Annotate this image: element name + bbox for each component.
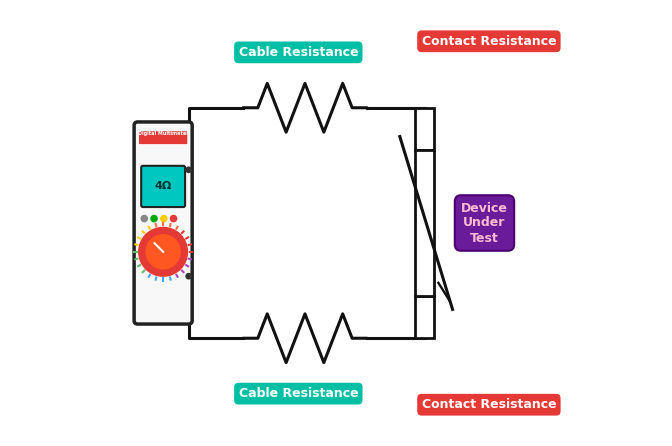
- Bar: [415, 108, 434, 150]
- Text: Digital Multimeter: Digital Multimeter: [138, 131, 188, 136]
- Circle shape: [171, 215, 177, 222]
- Bar: [415, 296, 434, 338]
- Text: Cable Resistance: Cable Resistance: [239, 387, 358, 400]
- Circle shape: [161, 215, 167, 222]
- Circle shape: [146, 235, 180, 269]
- Text: Device
Under
Test: Device Under Test: [461, 202, 508, 244]
- Text: 4Ω: 4Ω: [155, 182, 172, 191]
- Circle shape: [151, 215, 157, 222]
- Circle shape: [141, 215, 147, 222]
- Text: Cable Resistance: Cable Resistance: [239, 46, 358, 59]
- Circle shape: [138, 227, 187, 276]
- Bar: [415, 150, 434, 296]
- Text: Contact Resistance: Contact Resistance: [421, 35, 556, 48]
- FancyBboxPatch shape: [139, 131, 187, 144]
- FancyBboxPatch shape: [141, 166, 185, 207]
- FancyBboxPatch shape: [134, 122, 192, 324]
- Circle shape: [186, 273, 192, 279]
- Text: Contact Resistance: Contact Resistance: [421, 398, 556, 411]
- Circle shape: [186, 167, 192, 173]
